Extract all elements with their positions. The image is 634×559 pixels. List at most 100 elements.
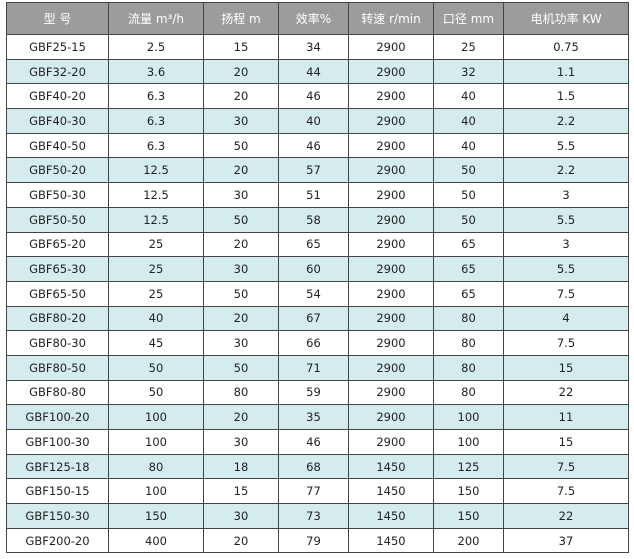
table-row: GBF40-50 6.3 50 46 2900 40 5.5 — [6, 132, 629, 159]
table-cell: 15 — [503, 429, 629, 455]
table-cell: 1.5 — [503, 83, 629, 110]
table-cell: 150 — [108, 503, 204, 529]
table-cell: 15 — [203, 478, 279, 505]
table-cell: 77 — [278, 478, 349, 505]
table-cell: 73 — [278, 503, 349, 529]
table-cell: 46 — [278, 83, 349, 110]
table-cell: 2900 — [348, 280, 434, 307]
table-cell: 400 — [108, 527, 204, 554]
table-row: GBF200-20 400 20 79 1450 200 37 — [6, 527, 629, 554]
table-cell: 100 — [108, 404, 204, 430]
table-cell: 25 — [108, 231, 204, 258]
table-cell: 2.5 — [108, 34, 204, 60]
table-cell: GBF80-80 — [6, 379, 109, 406]
table-cell: 65 — [278, 231, 349, 258]
header-cell: 扬程 m — [203, 2, 279, 35]
table-cell: 25 — [108, 256, 204, 282]
table-cell: 11 — [503, 404, 629, 430]
table-cell: 2900 — [348, 354, 434, 381]
table-cell: 2900 — [348, 58, 434, 85]
table-cell: 15 — [203, 34, 279, 60]
table-cell: 1450 — [348, 527, 434, 554]
table-cell: 2900 — [348, 34, 434, 60]
table-cell: 20 — [203, 83, 279, 110]
table-row: GBF65-30 25 30 60 2900 65 5.5 — [6, 256, 629, 282]
table-cell: GBF65-20 — [6, 231, 109, 258]
table-cell: 57 — [278, 157, 349, 184]
table-cell: GBF80-50 — [6, 354, 109, 381]
table-cell: 54 — [278, 280, 349, 307]
table-cell: GBF40-50 — [6, 132, 109, 159]
table-cell: 37 — [503, 527, 629, 554]
table-cell: 59 — [278, 379, 349, 406]
table-cell: GBF65-30 — [6, 256, 109, 282]
table-row: GBF100-20 100 20 35 2900 100 11 — [6, 404, 629, 430]
table-cell: GBF100-20 — [6, 404, 109, 430]
table-cell: GBF150-30 — [6, 503, 109, 529]
table-cell: 66 — [278, 330, 349, 356]
table-cell: 65 — [433, 280, 504, 307]
table-cell: GBF40-30 — [6, 108, 109, 134]
table-cell: GBF50-20 — [6, 157, 109, 184]
table-cell: 80 — [433, 330, 504, 356]
table-cell: 44 — [278, 58, 349, 85]
table-cell: 2.2 — [503, 157, 629, 184]
spec-table: 型 号流量 m³/h 扬程 m 效率% 转速 r/min 口径 mm 电机功率 KW GB… — [6, 2, 629, 554]
table-cell: GBF50-30 — [6, 182, 109, 208]
table-cell: 12.5 — [108, 206, 204, 233]
table-cell: 22 — [503, 379, 629, 406]
table-cell: 58 — [278, 206, 349, 233]
table-cell: 50 — [203, 132, 279, 159]
table-cell: 40 — [108, 305, 204, 332]
table-row: GBF40-30 6.3 30 40 2900 40 2.2 — [6, 108, 629, 134]
table-row: GBF40-20 6.3 20 46 2900 40 1.5 — [6, 83, 629, 110]
table-cell: 20 — [203, 157, 279, 184]
table-cell: 50 — [108, 379, 204, 406]
table-cell: 30 — [203, 503, 279, 529]
table-cell: GBF65-50 — [6, 280, 109, 307]
table-row: GBF80-80 50 80 59 2900 80 22 — [6, 379, 629, 406]
table-cell: 20 — [203, 527, 279, 554]
table-cell: 2900 — [348, 182, 434, 208]
table-cell: 5.5 — [503, 132, 629, 159]
table-cell: 40 — [433, 132, 504, 159]
table-cell: GBF80-30 — [6, 330, 109, 356]
table-cell: 2900 — [348, 231, 434, 258]
header-cell: 转速 r/min — [348, 2, 434, 35]
table-cell: GBF125-18 — [6, 453, 109, 480]
table-cell: 30 — [203, 256, 279, 282]
table-cell: 0.75 — [503, 34, 629, 60]
table-cell: 7.5 — [503, 330, 629, 356]
table-cell: 50 — [203, 206, 279, 233]
table-cell: 80 — [433, 354, 504, 381]
header-row: 型 号流量 m³/h 扬程 m 效率% 转速 r/min 口径 mm 电机功率 KW — [6, 2, 629, 35]
table-cell: 5.5 — [503, 206, 629, 233]
table-cell: 7.5 — [503, 280, 629, 307]
table-cell: 1450 — [348, 503, 434, 529]
table-cell: 20 — [203, 404, 279, 430]
table-row: GBF65-50 25 50 54 2900 65 7.5 — [6, 280, 629, 307]
table-cell: 20 — [203, 58, 279, 85]
table-cell: 25 — [433, 34, 504, 60]
table-cell: 68 — [278, 453, 349, 480]
table-cell: 50 — [203, 354, 279, 381]
header-cell: 流量 m³/h — [108, 2, 204, 35]
table-cell: 79 — [278, 527, 349, 554]
table-row: GBF150-30 150 30 73 1450 150 22 — [6, 503, 629, 529]
table-cell: 100 — [108, 478, 204, 505]
table-cell: 7.5 — [503, 478, 629, 505]
table-cell: 2900 — [348, 305, 434, 332]
table-cell: GBF150-15 — [6, 478, 109, 505]
header-cell: 口径 mm — [433, 2, 504, 35]
table-cell: 30 — [203, 330, 279, 356]
table-cell: 1.1 — [503, 58, 629, 85]
table-cell: GBF200-20 — [6, 527, 109, 554]
table-row: GBF100-30 100 30 46 2900 100 15 — [6, 429, 629, 455]
table-cell: 2900 — [348, 108, 434, 134]
table-cell: 2900 — [348, 83, 434, 110]
table-cell: 1450 — [348, 453, 434, 480]
table-row: GBF50-50 12.5 50 58 2900 50 5.5 — [6, 206, 629, 233]
table-cell: 67 — [278, 305, 349, 332]
table-cell: 40 — [278, 108, 349, 134]
